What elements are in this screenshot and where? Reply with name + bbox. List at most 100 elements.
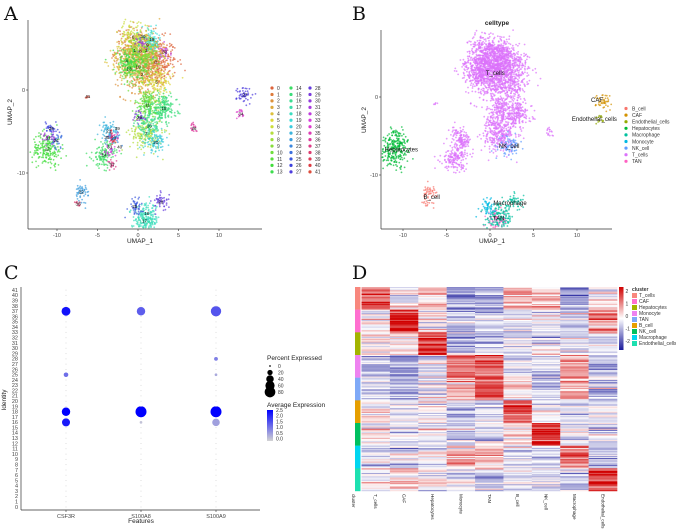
cell-point: [144, 223, 147, 226]
legend-swatch: [289, 112, 293, 116]
cell-point: [146, 141, 149, 144]
cell-point: [151, 85, 154, 87]
legend-label: 27: [296, 170, 302, 176]
cell-point: [466, 70, 468, 73]
cell-point: [157, 37, 160, 39]
cell-point: [112, 155, 114, 158]
cell-point: [106, 156, 109, 159]
cell-point: [115, 55, 117, 58]
cell-point: [487, 88, 489, 91]
cell-point: [85, 164, 88, 167]
cell-point: [155, 103, 158, 106]
cell-point: [152, 81, 154, 84]
cell-point: [145, 65, 148, 68]
cell-point: [149, 146, 152, 149]
cell-point: [171, 75, 174, 78]
cell-point: [118, 42, 120, 45]
cell-point: [136, 101, 139, 104]
cell-point: [132, 74, 135, 77]
cell-point: [518, 77, 521, 79]
cell-point: [144, 136, 147, 138]
cell-point: [131, 130, 134, 133]
cell-point: [163, 90, 166, 92]
cell-point: [137, 210, 140, 213]
cell-point: [139, 29, 142, 31]
cell-point: [163, 131, 166, 133]
cell-point: [166, 136, 168, 139]
legend-label: 29: [315, 92, 321, 98]
cell-point: [148, 225, 151, 228]
cell-point: [57, 146, 59, 148]
cell-point: [158, 93, 161, 96]
legend-swatch: [308, 144, 312, 148]
cell-point: [52, 131, 55, 133]
cell-point: [124, 71, 126, 74]
cell-point: [95, 156, 97, 159]
cell-point: [175, 98, 177, 101]
cell-point: [127, 53, 129, 56]
cell-point: [144, 145, 147, 148]
cell-point: [123, 31, 126, 33]
cell-point: [59, 136, 62, 138]
cell-point: [94, 152, 97, 155]
cell-point: [131, 57, 134, 59]
cluster-label: 39: [115, 126, 121, 131]
cell-point: [170, 116, 173, 118]
cell-point: [154, 65, 157, 68]
cell-point: [247, 92, 250, 94]
cell-point: [109, 158, 112, 161]
cell-point: [116, 45, 119, 48]
cell-point: [145, 206, 148, 209]
cell-point: [155, 94, 157, 96]
cell-point: [43, 160, 46, 163]
cell-point: [157, 216, 160, 219]
cell-point: [132, 141, 135, 144]
cluster-label: 21: [106, 128, 112, 133]
cell-point: [85, 152, 88, 155]
cell-point: [119, 47, 121, 50]
cell-point: [44, 121, 47, 123]
cell-point: [153, 86, 155, 89]
cell-point: [128, 62, 131, 65]
cell-point: [133, 29, 136, 32]
cell-point: [55, 155, 58, 158]
legend-label: 34: [315, 125, 321, 131]
cell-point: [121, 43, 123, 46]
cell-point: [171, 66, 174, 69]
legend-swatch: [308, 150, 312, 155]
cell-point: [154, 218, 157, 221]
cell-point: [154, 150, 157, 153]
cell-point: [151, 211, 153, 213]
cell-point: [140, 144, 142, 147]
cluster-label: 6: [132, 35, 135, 40]
cell-point: [140, 137, 143, 140]
cell-point: [132, 84, 134, 87]
cell-point: [152, 27, 155, 30]
cell-point: [158, 100, 161, 103]
cell-point: [144, 53, 147, 56]
cell-point: [149, 109, 151, 112]
cell-point: [503, 65, 505, 68]
cell-point: [241, 87, 244, 90]
cell-point: [154, 32, 157, 34]
cell-point: [155, 88, 157, 91]
cell-point: [42, 154, 44, 157]
cell-point: [156, 80, 158, 82]
cell-point: [84, 191, 87, 194]
cell-point: [139, 88, 142, 91]
cell-point: [146, 99, 149, 102]
cell-point: [480, 88, 483, 91]
cell-point: [164, 65, 167, 67]
cell-point: [146, 42, 149, 45]
cell-point: [102, 143, 104, 145]
cell-point: [102, 126, 104, 128]
cell-point: [136, 79, 139, 81]
cell-point: [163, 199, 166, 202]
cell-point: [132, 31, 134, 34]
cell-point: [128, 76, 131, 79]
cell-point: [156, 60, 158, 62]
cell-point: [150, 151, 153, 154]
cell-point: [153, 133, 156, 136]
cell-point: [159, 194, 162, 197]
cell-point: [127, 51, 130, 53]
